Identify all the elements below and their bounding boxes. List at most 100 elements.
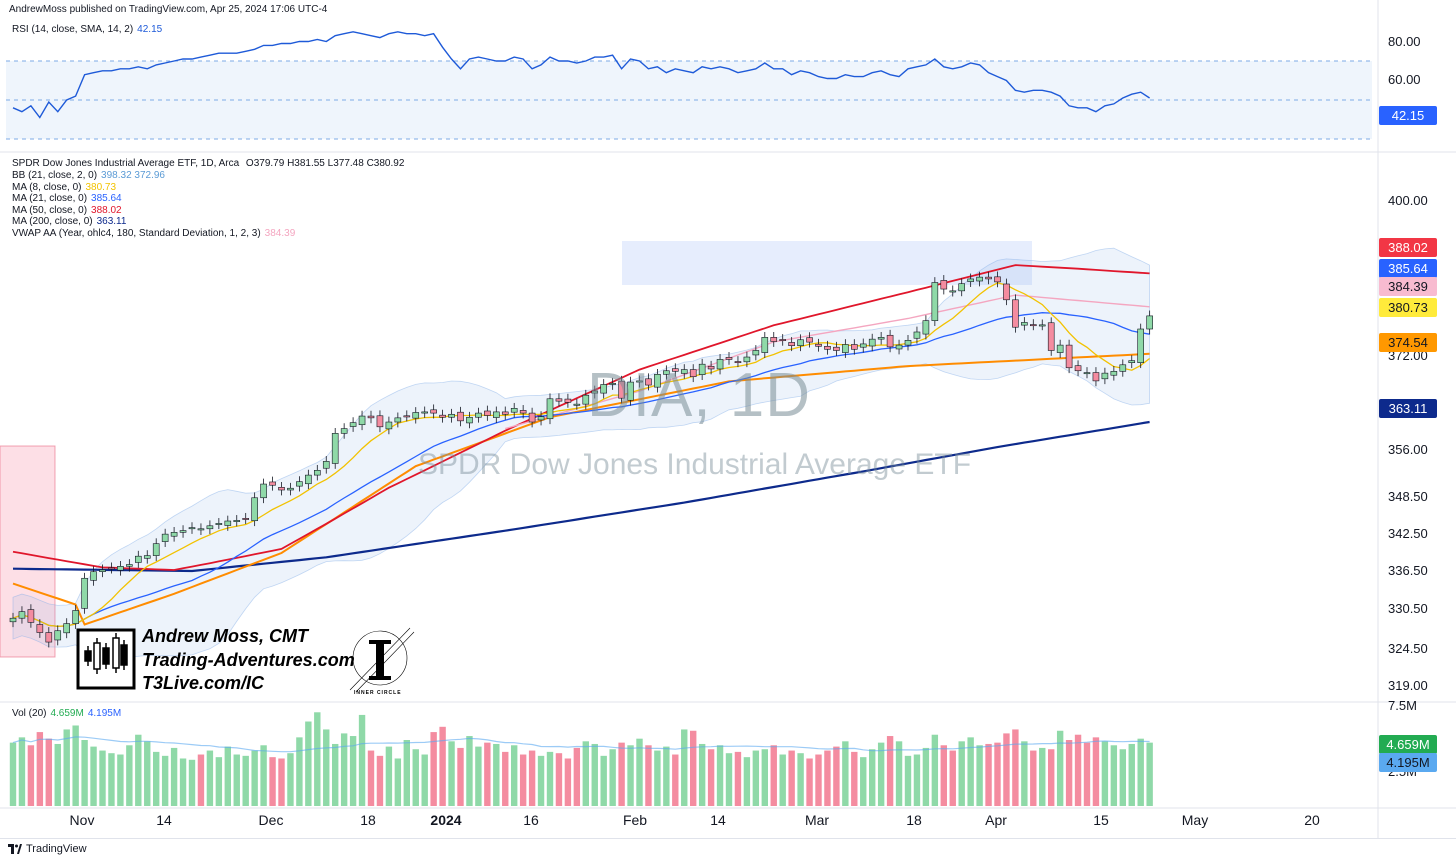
candle-up [143, 555, 151, 559]
volume-bar-down [851, 751, 858, 806]
tradingview-brand: TradingView [26, 843, 87, 855]
volume-bar-down [1003, 733, 1010, 806]
candle-up [1110, 371, 1118, 376]
candle-up [1137, 328, 1144, 364]
volume-bar-down [994, 742, 1001, 806]
volume-bar-down [1065, 740, 1073, 806]
candle-down [519, 410, 527, 414]
candle-down [806, 337, 813, 343]
candle-down [457, 411, 464, 422]
inner-circle-label: INNER CIRCLE [354, 690, 402, 696]
candle-down [815, 343, 822, 347]
candle [1003, 278, 1010, 306]
candle-up [475, 412, 482, 418]
volume-bar-up [931, 734, 939, 806]
volume-bar-down [27, 745, 35, 806]
volume-bar-down [690, 730, 697, 806]
volume-bar-up [627, 745, 634, 806]
candle [448, 408, 455, 423]
candle-up [949, 290, 957, 293]
volume-bar-up [1056, 730, 1064, 806]
volume-bar-down [430, 732, 437, 806]
candle-up [215, 523, 223, 525]
volume-bar-up [358, 714, 366, 806]
candle [421, 406, 429, 418]
volume-legend: Vol (20) 4.659M 4.195M [12, 708, 121, 720]
candle [430, 404, 437, 419]
candle-up [421, 411, 429, 414]
candle [1092, 367, 1100, 387]
candle [591, 385, 599, 399]
candle [439, 409, 446, 423]
candle-up [117, 566, 124, 571]
volume-bar-up [81, 740, 88, 806]
candle-down [1012, 299, 1019, 328]
candle [36, 619, 44, 638]
candle-up [609, 382, 616, 385]
volume-bar-up [421, 754, 428, 806]
candle-down [1065, 344, 1073, 369]
candle [618, 375, 625, 404]
published-header: AndrewMoss published on TradingView.com,… [9, 4, 328, 15]
indicator-legend-row[interactable]: MA (21, close, 0) 385.64 [12, 193, 122, 205]
indicator-legend-row[interactable]: BB (21, close, 2, 0) 398.32 372.96 [12, 170, 165, 182]
candle [90, 566, 97, 586]
candle-up [1101, 372, 1109, 380]
indicator-legend-row[interactable]: MA (8, close, 0) 380.73 [12, 182, 116, 194]
candle [81, 572, 88, 614]
candle-down [850, 344, 858, 350]
volume-bar-up [537, 755, 545, 806]
candle-up [967, 278, 974, 282]
candle-up [81, 577, 88, 609]
volume-bar-down [269, 757, 276, 806]
tradingview-logo-icon [8, 844, 22, 854]
candle [367, 410, 375, 424]
candle-up [170, 532, 178, 537]
inner-circle-i-bottom-icon [369, 676, 391, 680]
candle [528, 407, 536, 428]
candle [45, 627, 53, 648]
inner-circle-slash-icon [349, 627, 411, 691]
candle [519, 405, 527, 419]
volume-bar-down [564, 758, 572, 806]
time-tick-label: Dec [258, 812, 284, 828]
volume-bar-up [242, 755, 249, 806]
candle-up [126, 564, 133, 567]
candle [233, 515, 241, 527]
candle-down [618, 380, 625, 399]
symbol-legend[interactable]: SPDR Dow Jones Industrial Average ETF, 1… [12, 158, 404, 170]
brand-site: Trading-Adventures.com [142, 650, 355, 670]
indicator-legend-row[interactable]: VWAP AA (Year, ohlc4, 180, Standard Devi… [12, 228, 295, 240]
candle [206, 520, 214, 535]
volume-bar-up [842, 741, 849, 806]
candle [859, 338, 867, 353]
candle [251, 492, 258, 527]
volume-bar-down [367, 750, 375, 806]
rsi-tick-label: 60.00 [1388, 72, 1421, 87]
volume-bar-up [663, 746, 670, 806]
candle-down [439, 414, 446, 418]
indicator-value: 398.32 372.96 [101, 170, 165, 181]
brand-name: Andrew Moss, CMT [142, 626, 309, 646]
candle-down [278, 487, 285, 491]
volume-ma-line [12, 736, 1150, 753]
rsi-tick-label: 80.00 [1388, 34, 1421, 49]
candle [806, 332, 813, 348]
candle-down [770, 337, 778, 342]
volume-bar-up [385, 746, 393, 806]
indicator-label: MA (200, close, 0) [12, 216, 93, 227]
indicator-legend-row[interactable]: MA (50, close, 0) 388.02 [12, 205, 122, 217]
indicator-legend-row[interactable]: MA (200, close, 0) 363.11 [12, 216, 126, 228]
volume-bar-up [761, 749, 768, 806]
candle-up [448, 413, 455, 418]
candle [313, 464, 321, 481]
candle [842, 339, 849, 358]
volume-bar-up [179, 758, 187, 806]
volume-bar-up [153, 751, 160, 806]
volume-bar-down [707, 749, 715, 806]
volume-bar-up [1039, 747, 1046, 806]
volume-bar-up [1101, 741, 1109, 806]
candle-up [797, 339, 804, 347]
candle [188, 522, 196, 534]
